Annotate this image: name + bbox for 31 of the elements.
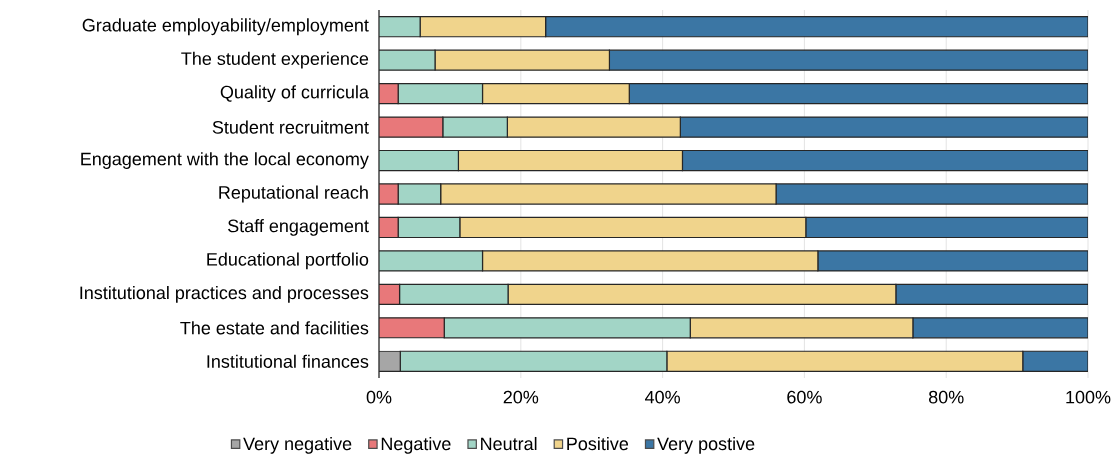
y-tick-label: The student experience	[181, 51, 369, 69]
y-tick-label: Institutional practices and processes	[80, 285, 369, 303]
bar	[399, 350, 668, 372]
bar	[398, 283, 509, 306]
x-tick-label: 0%	[366, 390, 392, 404]
x-tick-label: 80%	[928, 390, 964, 404]
bar	[379, 317, 445, 339]
x-tick-label: 40%	[645, 390, 680, 404]
bar	[443, 317, 691, 339]
y-tick-label: Educational portfolio	[207, 252, 369, 270]
legend-label: Very postive	[657, 436, 755, 454]
y-tick-label: Engagement with the local economy	[81, 152, 369, 169]
y-tick-label: Staff engagement	[228, 219, 369, 236]
y-tick-label: Reputational reach	[219, 185, 368, 203]
bar	[379, 49, 436, 71]
bar	[379, 149, 460, 172]
y-tick-label: Institutional finances	[207, 354, 369, 368]
legend-label: Neutral	[481, 436, 537, 451]
legend-label: Negative	[381, 436, 451, 454]
bar	[379, 16, 421, 38]
legend-label: Very negative	[243, 436, 352, 454]
bar	[397, 216, 461, 239]
y-tick-label: Student recruitment	[212, 120, 369, 134]
legend-label: Positive	[567, 436, 629, 451]
x-tick-label: 20%	[503, 390, 539, 404]
y-tick-label: The estate and facilities	[180, 321, 369, 335]
y-tick-label: Graduate employability/employment	[82, 18, 369, 36]
bar	[397, 83, 484, 105]
x-tick-label: 60%	[787, 390, 822, 404]
x-tick-label: 100%	[1066, 390, 1111, 404]
y-tick-label: Quality of curricula	[220, 85, 369, 103]
